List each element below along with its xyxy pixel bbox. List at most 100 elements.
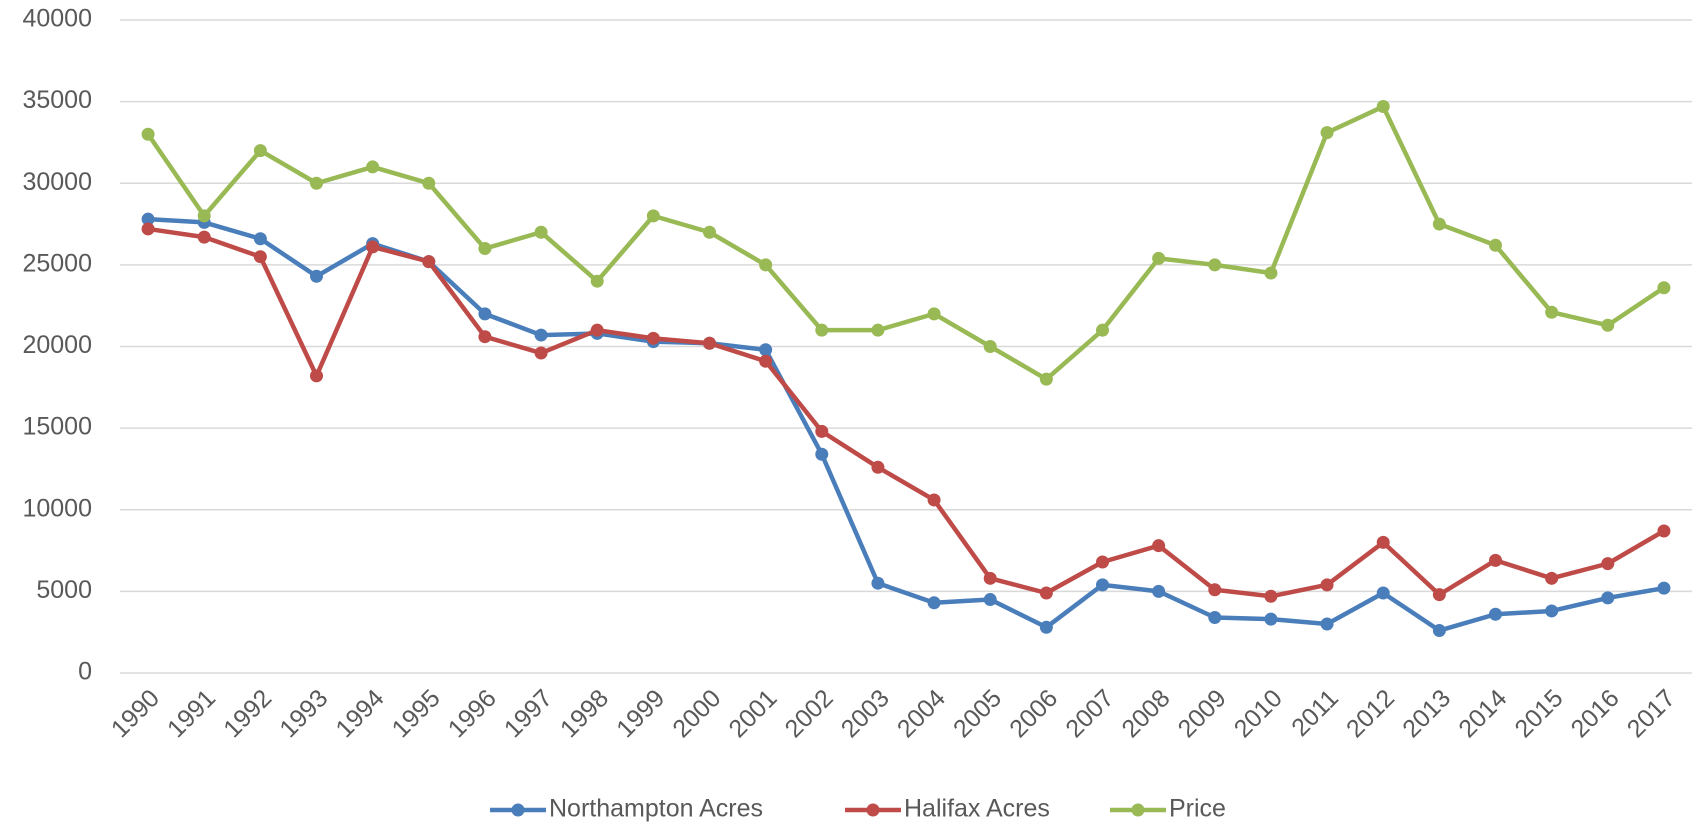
y-tick-label: 35000 bbox=[22, 86, 92, 114]
data-point bbox=[815, 447, 829, 461]
x-tick-label: 1999 bbox=[611, 684, 670, 743]
y-tick-label: 0 bbox=[78, 658, 92, 686]
x-tick-label: 1991 bbox=[162, 684, 221, 743]
legend-label: Northampton Acres bbox=[549, 795, 763, 823]
data-point bbox=[703, 225, 716, 239]
data-point bbox=[1657, 524, 1671, 538]
data-point bbox=[1152, 251, 1166, 265]
data-point bbox=[590, 274, 604, 288]
data-point bbox=[1320, 578, 1334, 592]
data-point bbox=[646, 209, 660, 223]
x-tick-label: 2012 bbox=[1341, 684, 1400, 743]
data-point bbox=[927, 307, 941, 321]
data-point bbox=[534, 328, 548, 342]
data-point bbox=[1657, 581, 1671, 595]
x-tick-label: 2002 bbox=[780, 684, 839, 743]
data-point bbox=[759, 343, 773, 357]
data-point bbox=[141, 212, 155, 226]
series-line bbox=[146, 104, 1666, 382]
x-tick-label: 1994 bbox=[330, 684, 389, 743]
legend-marker bbox=[1131, 803, 1145, 817]
data-point bbox=[478, 242, 492, 256]
x-tick-label: 1993 bbox=[274, 684, 333, 743]
data-point bbox=[1096, 323, 1109, 337]
data-point bbox=[310, 269, 323, 283]
data-point bbox=[1264, 266, 1278, 280]
data-point bbox=[1545, 571, 1559, 585]
x-tick-label: 1997 bbox=[499, 684, 558, 743]
series-line bbox=[147, 216, 1665, 633]
data-point bbox=[366, 160, 380, 174]
data-point bbox=[534, 225, 548, 239]
data-point bbox=[1039, 586, 1053, 600]
y-tick-label: 5000 bbox=[36, 576, 92, 604]
x-tick-label: 2001 bbox=[723, 684, 782, 743]
data-point bbox=[815, 323, 829, 337]
data-point bbox=[871, 576, 885, 590]
x-tick-label: 2007 bbox=[1060, 684, 1119, 743]
data-point bbox=[1208, 583, 1222, 597]
y-tick-label: 20000 bbox=[22, 331, 92, 359]
series-line bbox=[147, 226, 1666, 599]
x-tick-label: 2004 bbox=[892, 684, 951, 743]
data-point bbox=[590, 323, 604, 337]
data-point bbox=[478, 307, 492, 321]
data-point bbox=[927, 493, 941, 507]
data-point bbox=[1152, 584, 1166, 598]
data-point bbox=[366, 240, 380, 254]
data-point bbox=[1039, 372, 1053, 386]
data-point bbox=[1601, 557, 1615, 571]
data-point bbox=[1152, 539, 1166, 553]
data-point bbox=[983, 571, 997, 585]
data-point bbox=[759, 258, 773, 272]
data-point bbox=[1376, 586, 1390, 600]
x-tick-label: 2013 bbox=[1397, 684, 1456, 743]
x-tick-label: 2003 bbox=[836, 684, 895, 743]
data-point bbox=[534, 346, 548, 360]
data-point bbox=[759, 354, 773, 368]
data-point bbox=[1545, 305, 1559, 319]
y-tick-label: 15000 bbox=[22, 413, 92, 441]
data-point bbox=[1432, 624, 1446, 638]
data-point bbox=[1208, 610, 1222, 624]
legend-marker bbox=[511, 803, 525, 817]
y-tick-label: 30000 bbox=[22, 168, 92, 196]
data-point bbox=[1320, 126, 1334, 140]
data-point bbox=[983, 593, 997, 607]
data-point bbox=[141, 127, 155, 141]
y-tick-label: 10000 bbox=[22, 494, 92, 522]
data-point bbox=[1039, 620, 1053, 634]
data-point bbox=[1096, 578, 1109, 592]
data-point bbox=[253, 250, 267, 264]
y-tick-label: 25000 bbox=[22, 249, 92, 277]
data-point bbox=[310, 369, 323, 383]
x-tick-label: 1990 bbox=[106, 684, 165, 743]
data-point bbox=[422, 255, 436, 269]
x-tick-label: 1996 bbox=[443, 684, 502, 743]
data-point bbox=[1096, 555, 1109, 569]
data-point bbox=[1264, 612, 1278, 626]
data-point bbox=[197, 230, 211, 244]
data-point bbox=[1208, 258, 1222, 272]
data-point bbox=[1376, 100, 1390, 114]
data-point bbox=[141, 222, 155, 236]
x-tick-label: 2000 bbox=[667, 684, 726, 743]
data-point bbox=[871, 323, 885, 337]
legend-marker bbox=[866, 803, 880, 817]
data-point bbox=[1432, 217, 1446, 231]
x-tick-label: 2005 bbox=[948, 684, 1007, 743]
data-point bbox=[1601, 591, 1615, 605]
data-point bbox=[310, 176, 323, 190]
x-tick-label: 2008 bbox=[1116, 684, 1175, 743]
data-point bbox=[646, 331, 660, 345]
data-point bbox=[1545, 604, 1559, 618]
data-point bbox=[871, 460, 885, 474]
data-point bbox=[197, 209, 211, 223]
data-point bbox=[1489, 553, 1502, 567]
data-point bbox=[422, 176, 436, 190]
data-point bbox=[253, 232, 267, 246]
x-tick-label: 2011 bbox=[1286, 684, 1344, 742]
data-point bbox=[1264, 589, 1278, 603]
data-point bbox=[1432, 588, 1446, 602]
legend-label: Price bbox=[1169, 795, 1226, 823]
